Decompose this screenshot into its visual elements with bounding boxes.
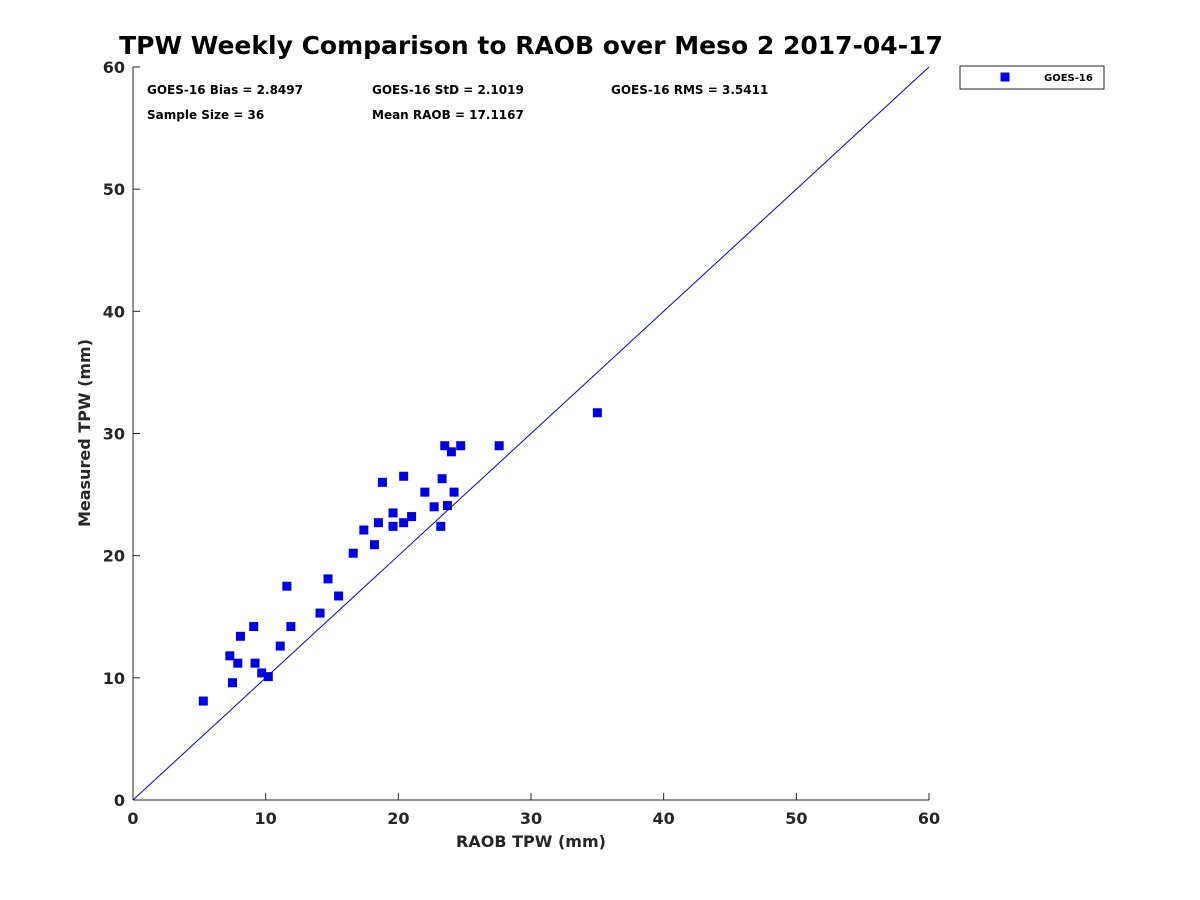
y-tick-label: 40 <box>103 302 125 321</box>
x-tick-label: 50 <box>785 809 807 828</box>
stat-sample-size: Sample Size = 36 <box>147 108 264 122</box>
data-point <box>373 518 383 528</box>
data-point <box>257 668 267 678</box>
x-tick-label: 40 <box>653 809 675 828</box>
stat-rms: GOES-16 RMS = 3.5411 <box>611 83 768 97</box>
x-tick-label: 10 <box>255 809 277 828</box>
data-point <box>198 696 208 706</box>
data-point <box>315 608 325 618</box>
legend-label-goes16: GOES-16 <box>1044 73 1093 84</box>
data-point <box>225 651 235 661</box>
data-point <box>446 447 456 457</box>
x-tick-label: 30 <box>520 809 542 828</box>
chart-title: TPW Weekly Comparison to RAOB over Meso … <box>119 31 943 60</box>
data-points <box>198 408 602 706</box>
statistics-annotations: GOES-16 Bias = 2.8497 GOES-16 StD = 2.10… <box>147 83 768 122</box>
data-point <box>235 631 245 641</box>
data-point <box>442 501 452 511</box>
data-point <box>348 548 358 558</box>
data-point <box>388 521 398 531</box>
y-tick-label: 60 <box>103 58 125 77</box>
legend-marker-goes16 <box>1000 72 1010 82</box>
data-point <box>399 518 409 528</box>
y-tick-label: 20 <box>103 547 125 566</box>
data-point <box>399 471 409 481</box>
data-point <box>249 622 259 632</box>
data-point <box>323 574 333 584</box>
data-point <box>449 487 459 497</box>
data-point <box>228 678 237 688</box>
data-point <box>275 641 285 651</box>
x-tick-label: 20 <box>387 809 409 828</box>
data-point <box>494 441 504 451</box>
y-tick-label: 30 <box>103 425 125 444</box>
y-axis-label: Measured TPW (mm) <box>75 339 94 527</box>
x-axis-label: RAOB TPW (mm) <box>456 832 606 851</box>
data-point <box>407 512 417 522</box>
data-point <box>456 441 466 451</box>
x-tick-label: 0 <box>127 809 138 828</box>
data-point <box>592 408 602 418</box>
data-point <box>263 672 273 682</box>
data-point <box>437 474 447 484</box>
stat-bias: GOES-16 Bias = 2.8497 <box>147 83 303 97</box>
legend-box <box>959 65 1105 90</box>
y-tick-label: 10 <box>103 669 125 688</box>
data-point <box>429 502 439 512</box>
data-point <box>388 508 398 518</box>
stat-mean-raob: Mean RAOB = 17.1167 <box>372 108 524 122</box>
y-tick-label: 0 <box>114 791 125 810</box>
x-tick-label: 60 <box>918 809 940 828</box>
data-point <box>436 521 446 531</box>
data-point <box>233 658 243 668</box>
data-point <box>420 487 430 497</box>
stat-std: GOES-16 StD = 2.1019 <box>372 83 524 97</box>
ticks: 0 10 20 30 40 50 60 0 10 20 30 40 50 60 <box>103 58 940 828</box>
data-point <box>377 477 387 487</box>
data-point <box>334 591 344 601</box>
data-point <box>440 441 450 451</box>
data-point <box>250 658 260 668</box>
data-point <box>282 581 292 591</box>
data-point <box>369 540 379 550</box>
data-point <box>359 525 369 535</box>
legend: GOES-16 <box>959 65 1105 90</box>
y-tick-label: 50 <box>103 180 125 199</box>
data-point <box>286 622 296 632</box>
